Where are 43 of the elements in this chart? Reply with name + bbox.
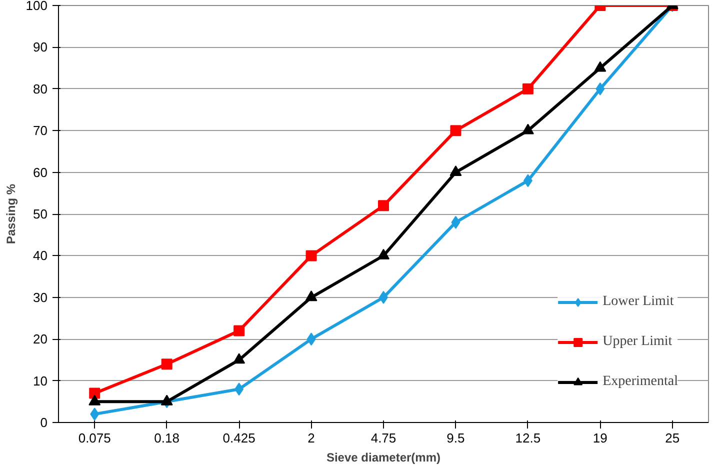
x-axis-title: Sieve diameter(mm) — [326, 450, 441, 464]
point — [90, 408, 100, 421]
x-tick-label: 4.75 — [370, 430, 396, 446]
point — [522, 83, 534, 94]
point — [306, 332, 316, 346]
point — [89, 388, 100, 399]
legend-label: Experimental — [602, 374, 678, 390]
point — [523, 174, 532, 188]
point — [233, 353, 246, 364]
point — [234, 382, 244, 396]
point — [378, 248, 390, 260]
point — [451, 216, 460, 229]
x-tick-label: 0.425 — [222, 430, 256, 446]
point — [161, 358, 172, 370]
point — [306, 250, 317, 262]
y-tick-label: 40 — [33, 248, 48, 264]
y-tick-label: 0 — [40, 415, 48, 430]
x-tick-label: 12.5 — [515, 430, 541, 446]
y-axis-title: Passing % — [4, 184, 18, 244]
x-tick-label: 2 — [308, 430, 315, 446]
point — [378, 200, 389, 212]
x-tick-label: 9.5 — [446, 430, 465, 446]
point — [88, 394, 101, 406]
point — [160, 394, 173, 406]
y-tick-label: 100 — [26, 0, 48, 13]
point — [305, 290, 318, 302]
x-tick-label: 0.075 — [78, 430, 111, 446]
x-tick-label: 19 — [592, 430, 608, 446]
legend-label: Upper Limit — [602, 334, 672, 350]
y-tick-label: 80 — [33, 81, 48, 96]
y-tick-label: 30 — [33, 290, 48, 305]
y-tick-label: 70 — [33, 123, 48, 138]
point — [450, 125, 462, 136]
point — [234, 325, 245, 336]
y-tick-label: 20 — [33, 332, 48, 347]
y-tick-label: 90 — [33, 40, 48, 55]
y-tick-label: 50 — [33, 206, 48, 222]
x-tick-label: 0.18 — [154, 430, 180, 446]
y-tick-label: 60 — [33, 164, 48, 180]
legend-label: Lower Limit — [602, 294, 674, 310]
x-tick-label: 25 — [665, 430, 680, 446]
y-tick-label: 10 — [33, 373, 48, 388]
point — [596, 82, 605, 96]
